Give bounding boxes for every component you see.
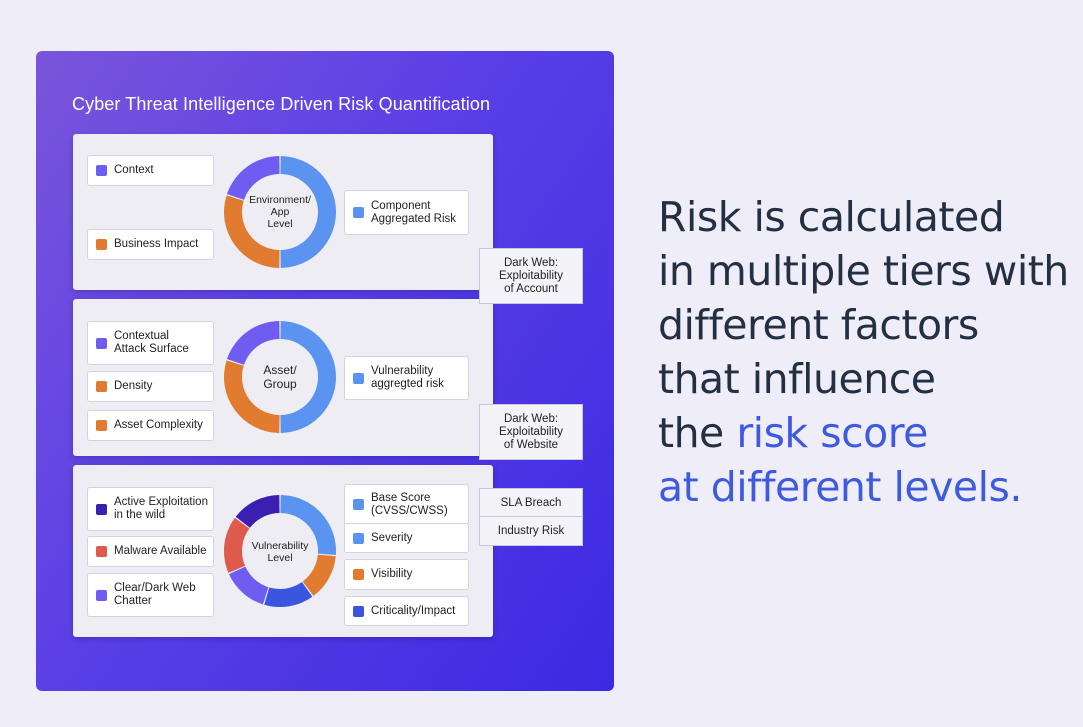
headline-accent-line: at different levels. (658, 463, 1022, 511)
factor-label: Component Aggregated Risk (371, 199, 457, 225)
donut-label-asset: Asset/ Group (263, 363, 297, 391)
factor-density: Density (87, 371, 214, 402)
factor-asset-complexity: Asset Complexity (87, 410, 214, 441)
factor-context: Context (87, 155, 214, 186)
dark-web-account-box: Dark Web: Exploitability of Account (479, 248, 583, 304)
headline-line: Risk is calculated (658, 193, 1005, 241)
donut-vulnerability-level (224, 495, 336, 607)
donut-segment-1 (223, 195, 280, 268)
factor-visibility: Visibility (344, 559, 469, 590)
factor-label: Vulnerability aggregted risk (371, 365, 444, 390)
factor-label: Asset Complexity (114, 419, 203, 431)
legend-swatch (353, 532, 364, 544)
factor-vulnerability-aggregated-risk: Vulnerability aggregted risk (344, 356, 469, 400)
factor-severity: Severity (344, 523, 469, 553)
headline-line: different factors (658, 301, 979, 349)
factor-label: Business Impact (114, 238, 199, 250)
headline-line: that influence (658, 355, 936, 403)
legend-swatch (96, 239, 107, 250)
legend-swatch (96, 337, 107, 349)
donut-segment-1 (302, 554, 336, 596)
donut-segment-2 (264, 582, 313, 607)
donut-segment-2 (226, 156, 280, 200)
factor-component-aggregated-risk: Component Aggregated Risk (344, 190, 469, 235)
donut-segment-1 (223, 360, 280, 433)
legend-swatch (96, 381, 107, 392)
factor-label: Visibility (371, 568, 413, 580)
factor-active-exploitation: Active Exploitation in the wild (87, 487, 214, 531)
dark-web-website-box: Dark Web: Exploitability of Website (479, 404, 583, 460)
donut-segment-3 (228, 566, 269, 605)
factor-web-chatter: Clear/Dark Web Chatter (87, 573, 214, 617)
donut-segment-0 (280, 495, 336, 555)
sla-breach-box: SLA Breach (479, 488, 583, 518)
donut-segment-4 (224, 517, 250, 573)
factor-business-impact: Business Impact (87, 229, 214, 260)
donut-label-environment: Environment/ App Level (249, 194, 311, 230)
factor-malware-available: Malware Available (87, 536, 214, 567)
factor-label: Severity (371, 531, 413, 544)
legend-swatch (353, 605, 364, 617)
donut-segment-0 (280, 321, 337, 433)
legend-swatch (96, 546, 107, 557)
donut-hole (243, 514, 317, 588)
factor-contextual-attack-surface: Contextual Attack Surface (87, 321, 214, 365)
donut-hole (243, 340, 317, 414)
legend-swatch (96, 503, 107, 515)
factor-base-score: Base Score (CVSS/CWSS) (344, 484, 469, 525)
factor-label: Clear/Dark Web Chatter (114, 582, 196, 607)
legend-swatch (353, 207, 364, 218)
headline-line: in multiple tiers with (658, 247, 1069, 295)
factor-label: Context (114, 164, 154, 176)
legend-swatch (353, 372, 364, 384)
factor-label: Density (114, 380, 153, 392)
legend-swatch (353, 499, 364, 510)
donut-label-vulnerability: Vulnerability Level (251, 540, 309, 564)
donut-segment-0 (280, 156, 337, 268)
legend-swatch (96, 420, 107, 431)
headline-line: the risk score (658, 409, 928, 457)
legend-swatch (96, 589, 107, 601)
factor-label: Base Score (CVSS/CWSS) (371, 491, 448, 517)
donut-environment-app-level (223, 156, 337, 268)
industry-risk-box: Industry Risk (479, 516, 583, 546)
factor-label: Active Exploitation in the wild (114, 496, 208, 521)
donut-segment-2 (226, 321, 280, 365)
donut-asset-group (223, 321, 337, 433)
factor-label: Contextual Attack Surface (114, 330, 189, 355)
factor-criticality-impact: Criticality/Impact (344, 596, 469, 626)
factor-label: Criticality/Impact (371, 604, 456, 617)
donut-hole (243, 175, 317, 249)
diagram-title: Cyber Threat Intelligence Driven Risk Qu… (72, 94, 491, 114)
legend-swatch (353, 569, 364, 580)
donut-segment-5 (235, 495, 280, 528)
headline-accent: risk score (736, 409, 928, 457)
legend-swatch (96, 165, 107, 176)
factor-label: Malware Available (114, 545, 207, 557)
headline: Risk is calculated in multiple tiers wit… (658, 190, 1069, 514)
